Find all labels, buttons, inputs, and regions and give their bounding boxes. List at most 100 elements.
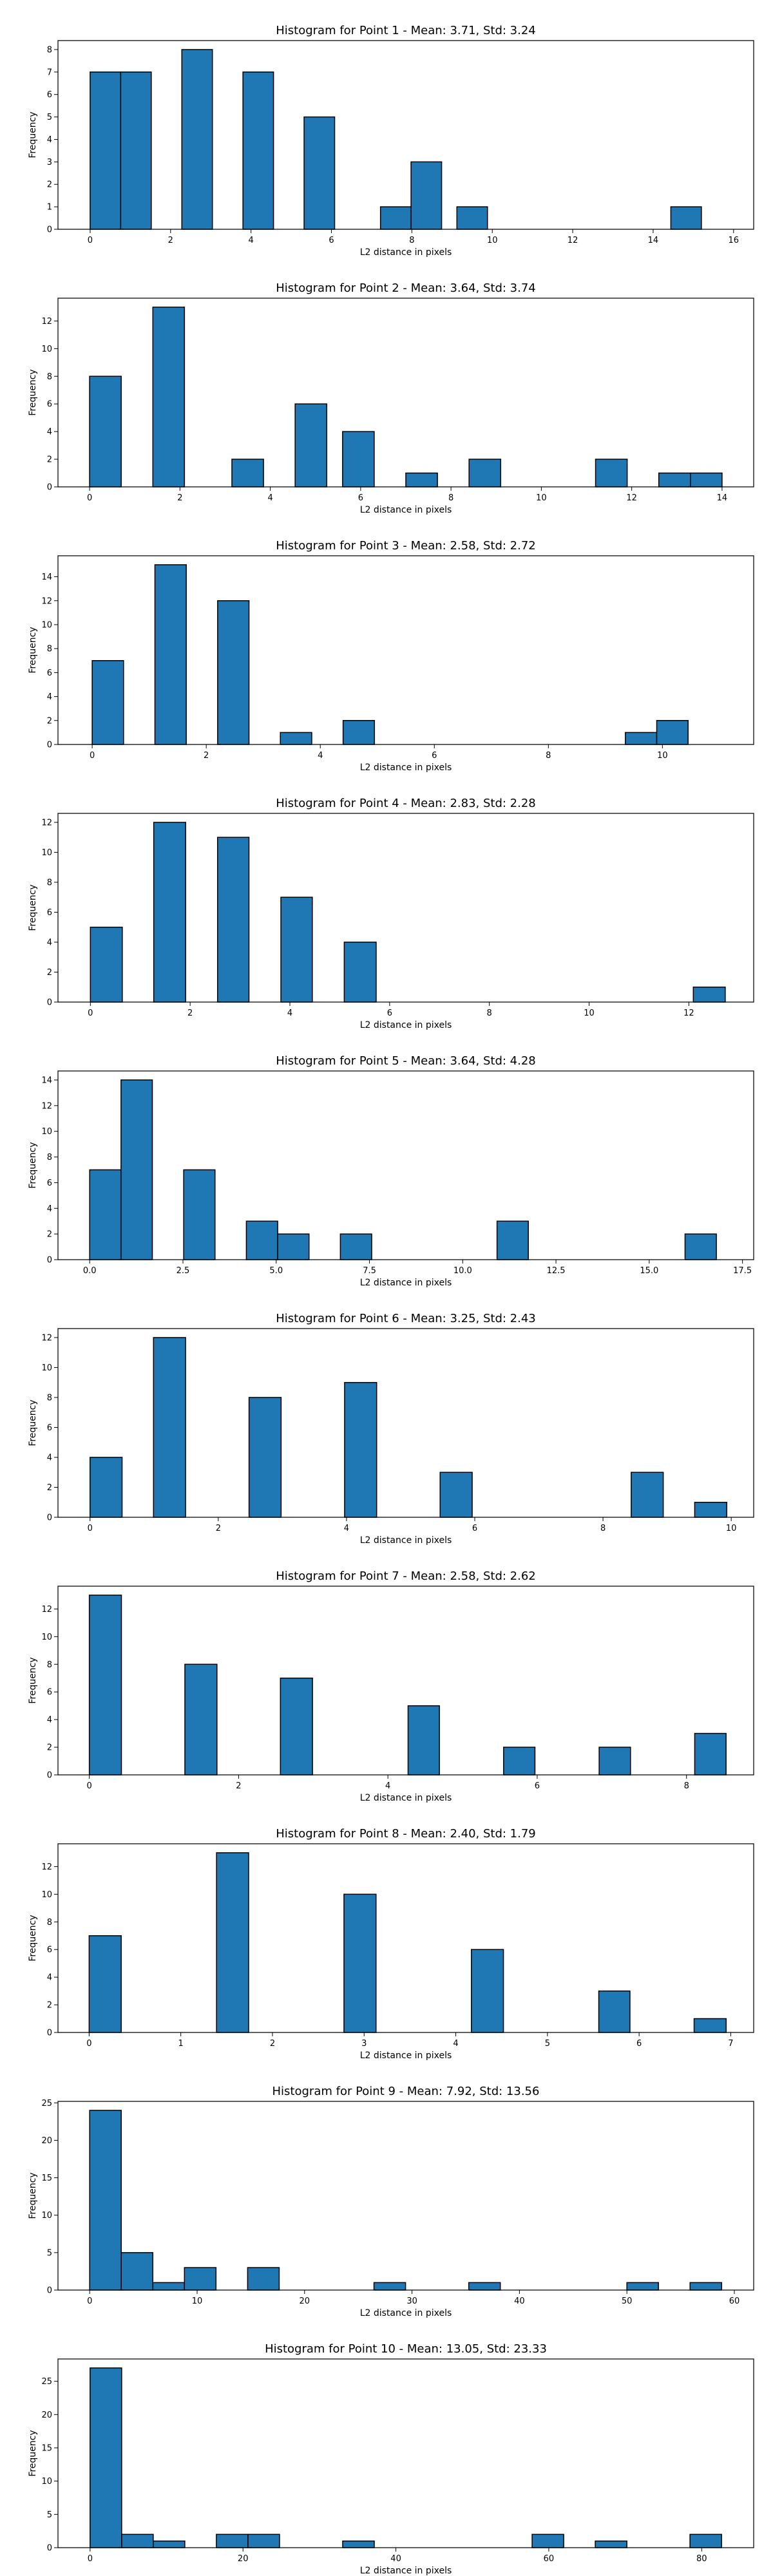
x-tick-label: 0 — [88, 1009, 93, 1018]
y-tick-label: 0 — [47, 2029, 52, 2038]
x-axis-label: L2 distance in pixels — [360, 1020, 452, 1030]
x-tick-label: 10 — [487, 236, 498, 245]
x-tick-label: 10.0 — [453, 1266, 472, 1276]
y-tick-label: 8 — [47, 1153, 52, 1162]
y-tick-label: 10 — [41, 345, 52, 354]
x-tick-label: 8 — [409, 236, 414, 245]
x-tick-label: 2 — [168, 236, 173, 245]
histogram-bar — [456, 206, 488, 230]
histogram-bar — [439, 1472, 473, 1518]
histogram-bar — [631, 1472, 664, 1518]
histogram-bar — [280, 732, 312, 745]
x-tick-label: 0 — [87, 1781, 92, 1791]
y-tick-label: 10 — [41, 1127, 52, 1137]
y-tick-label: 0 — [47, 225, 52, 235]
axes-frame — [57, 813, 754, 1003]
y-tick-label: 10 — [41, 848, 52, 858]
y-tick-label: 4 — [47, 428, 52, 437]
y-tick-label: 2 — [47, 968, 52, 978]
y-tick-label: 10 — [41, 2211, 52, 2221]
histogram-bar — [343, 1893, 377, 2033]
histogram-bar — [656, 720, 689, 745]
x-tick-label: 0 — [90, 751, 95, 761]
y-tick-label: 15 — [41, 2443, 52, 2453]
x-tick-label: 20 — [300, 2297, 310, 2306]
y-axis-label: Frequency — [28, 369, 38, 415]
x-tick-label: 5 — [545, 2039, 550, 2049]
x-tick-label: 14 — [717, 493, 728, 503]
y-tick-label: 0 — [47, 1513, 52, 1523]
x-tick-label: 4 — [249, 236, 254, 245]
y-tick-label: 20 — [41, 2136, 52, 2146]
y-tick-label: 4 — [47, 1973, 52, 1983]
y-tick-label: 4 — [47, 135, 52, 145]
histogram-bar — [689, 2282, 723, 2291]
y-tick-label: 8 — [47, 878, 52, 887]
y-tick-label: 4 — [47, 1453, 52, 1463]
x-axis-label: L2 distance in pixels — [360, 505, 452, 515]
y-tick-label: 10 — [41, 1633, 52, 1642]
histogram-bar — [303, 116, 336, 230]
histogram-bar — [152, 307, 186, 488]
x-tick-label: 7.5 — [363, 1266, 376, 1276]
y-tick-label: 12 — [41, 317, 52, 327]
histogram-bar — [88, 1595, 122, 1776]
y-tick-label: 12 — [41, 596, 52, 606]
x-axis-label: L2 distance in pixels — [360, 1278, 452, 1288]
x-tick-label: 8 — [487, 1009, 492, 1018]
x-tick-label: 4 — [385, 1781, 390, 1791]
x-tick-label: 60 — [544, 2554, 555, 2564]
x-tick-label: 0 — [87, 2297, 92, 2306]
histogram-bar — [280, 896, 313, 1003]
x-tick-label: 0.0 — [83, 1266, 97, 1276]
x-tick-label: 6 — [358, 493, 363, 503]
histogram-bar — [183, 1169, 216, 1260]
y-tick-label: 14 — [41, 573, 52, 582]
x-tick-label: 12 — [626, 493, 637, 503]
y-tick-label: 2 — [47, 716, 52, 726]
y-tick-label: 10 — [41, 2477, 52, 2486]
histogram-bar — [470, 1949, 504, 2033]
histogram-bar — [294, 403, 328, 488]
chart-title: Histogram for Point 5 - Mean: 3.64, Std:… — [276, 1054, 536, 1068]
y-tick-label: 2 — [47, 1230, 52, 1240]
histogram-bar — [598, 1990, 631, 2033]
histogram-bar — [88, 1935, 122, 2033]
histogram-bar — [120, 1079, 153, 1260]
x-tick-label: 2 — [204, 751, 209, 761]
chart-title: Histogram for Point 6 - Mean: 3.25, Std:… — [276, 1312, 536, 1325]
axes-frame — [57, 1070, 754, 1260]
histogram-bar — [689, 2533, 722, 2548]
histogram-bar — [91, 660, 124, 745]
x-axis-label: L2 distance in pixels — [360, 1793, 452, 1803]
x-tick-label: 6 — [472, 1524, 477, 1533]
y-tick-label: 0 — [47, 2544, 52, 2553]
histogram-bar — [90, 926, 123, 1003]
x-tick-label: 15.0 — [640, 1266, 658, 1276]
x-tick-label: 10 — [536, 493, 547, 503]
histogram-bar — [216, 837, 250, 1003]
y-tick-label: 0 — [47, 1771, 52, 1781]
y-tick-label: 0 — [47, 2286, 52, 2296]
y-tick-label: 12 — [41, 1862, 52, 1872]
histogram-bar — [184, 2267, 217, 2291]
y-tick-label: 2 — [47, 1483, 52, 1493]
histogram-bar — [184, 1663, 218, 1776]
histogram-bar — [90, 1457, 123, 1518]
y-tick-label: 4 — [47, 1204, 52, 1214]
y-tick-label: 6 — [47, 908, 52, 918]
x-tick-label: 12 — [568, 236, 578, 245]
histogram-bar — [694, 1501, 727, 1518]
histogram-bar — [153, 822, 186, 1003]
histogram-bar — [405, 472, 438, 488]
histogram-bar — [496, 1220, 529, 1260]
y-tick-label: 25 — [41, 2099, 52, 2108]
y-tick-label: 8 — [47, 372, 52, 382]
y-tick-label: 7 — [47, 68, 52, 77]
x-tick-label: 4 — [344, 1524, 349, 1533]
histogram-bar — [216, 2533, 249, 2548]
x-tick-label: 8 — [546, 751, 551, 761]
chart-title: Histogram for Point 4 - Mean: 2.83, Std:… — [276, 797, 536, 810]
histogram-bar — [693, 2018, 727, 2033]
